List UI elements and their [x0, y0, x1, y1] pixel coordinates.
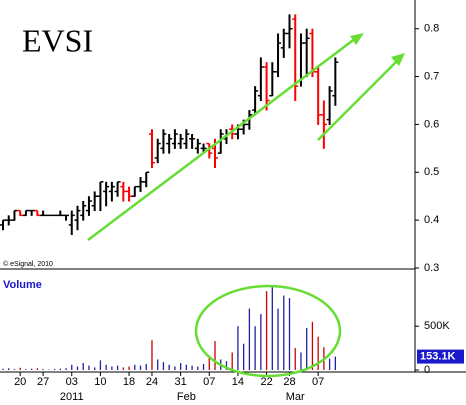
trend-arrow [87, 37, 357, 241]
copyright: © eSignal, 2010 [3, 260, 53, 268]
y-tick-label: 0.8 [424, 23, 439, 35]
x-tick-label: 18 [123, 376, 135, 388]
x-tick-label: 28 [283, 376, 295, 388]
y-tick-label: 0.7 [424, 70, 439, 82]
y-tick-label: 0.6 [424, 118, 439, 130]
x-tick-label: 31 [175, 376, 187, 388]
y-tick-label: 500K [424, 320, 450, 332]
x-tick-label: 14 [232, 376, 244, 388]
x-tick-label: 27 [37, 376, 49, 388]
x-tick-label: 03 [66, 376, 78, 388]
x-period-label: Mar [286, 391, 305, 403]
x-tick-label: 07 [203, 376, 215, 388]
value-label-box [417, 349, 464, 364]
x-tick-label: 22 [260, 376, 272, 388]
y-tick-label: 0.4 [424, 214, 439, 226]
x-tick-label: 07 [312, 376, 324, 388]
highlight-ellipse [194, 284, 342, 378]
arrow-head [391, 53, 405, 66]
y-tick-label: 0 [424, 364, 430, 376]
trend-arrow [317, 59, 399, 141]
chart-title: EVSI [22, 22, 93, 58]
volume-title: Volume [3, 279, 42, 291]
x-period-label: 2011 [60, 391, 84, 403]
arrow-head [350, 33, 364, 45]
x-tick-label: 24 [146, 376, 158, 388]
annotations [87, 33, 405, 378]
value-label: 153.1K [420, 350, 456, 362]
x-period-label: Feb [177, 391, 196, 403]
y-tick-label: 0.3 [424, 262, 439, 274]
y-tick-label: 0.5 [424, 166, 439, 178]
x-tick-label: 20 [14, 376, 26, 388]
x-tick-label: 10 [94, 376, 106, 388]
